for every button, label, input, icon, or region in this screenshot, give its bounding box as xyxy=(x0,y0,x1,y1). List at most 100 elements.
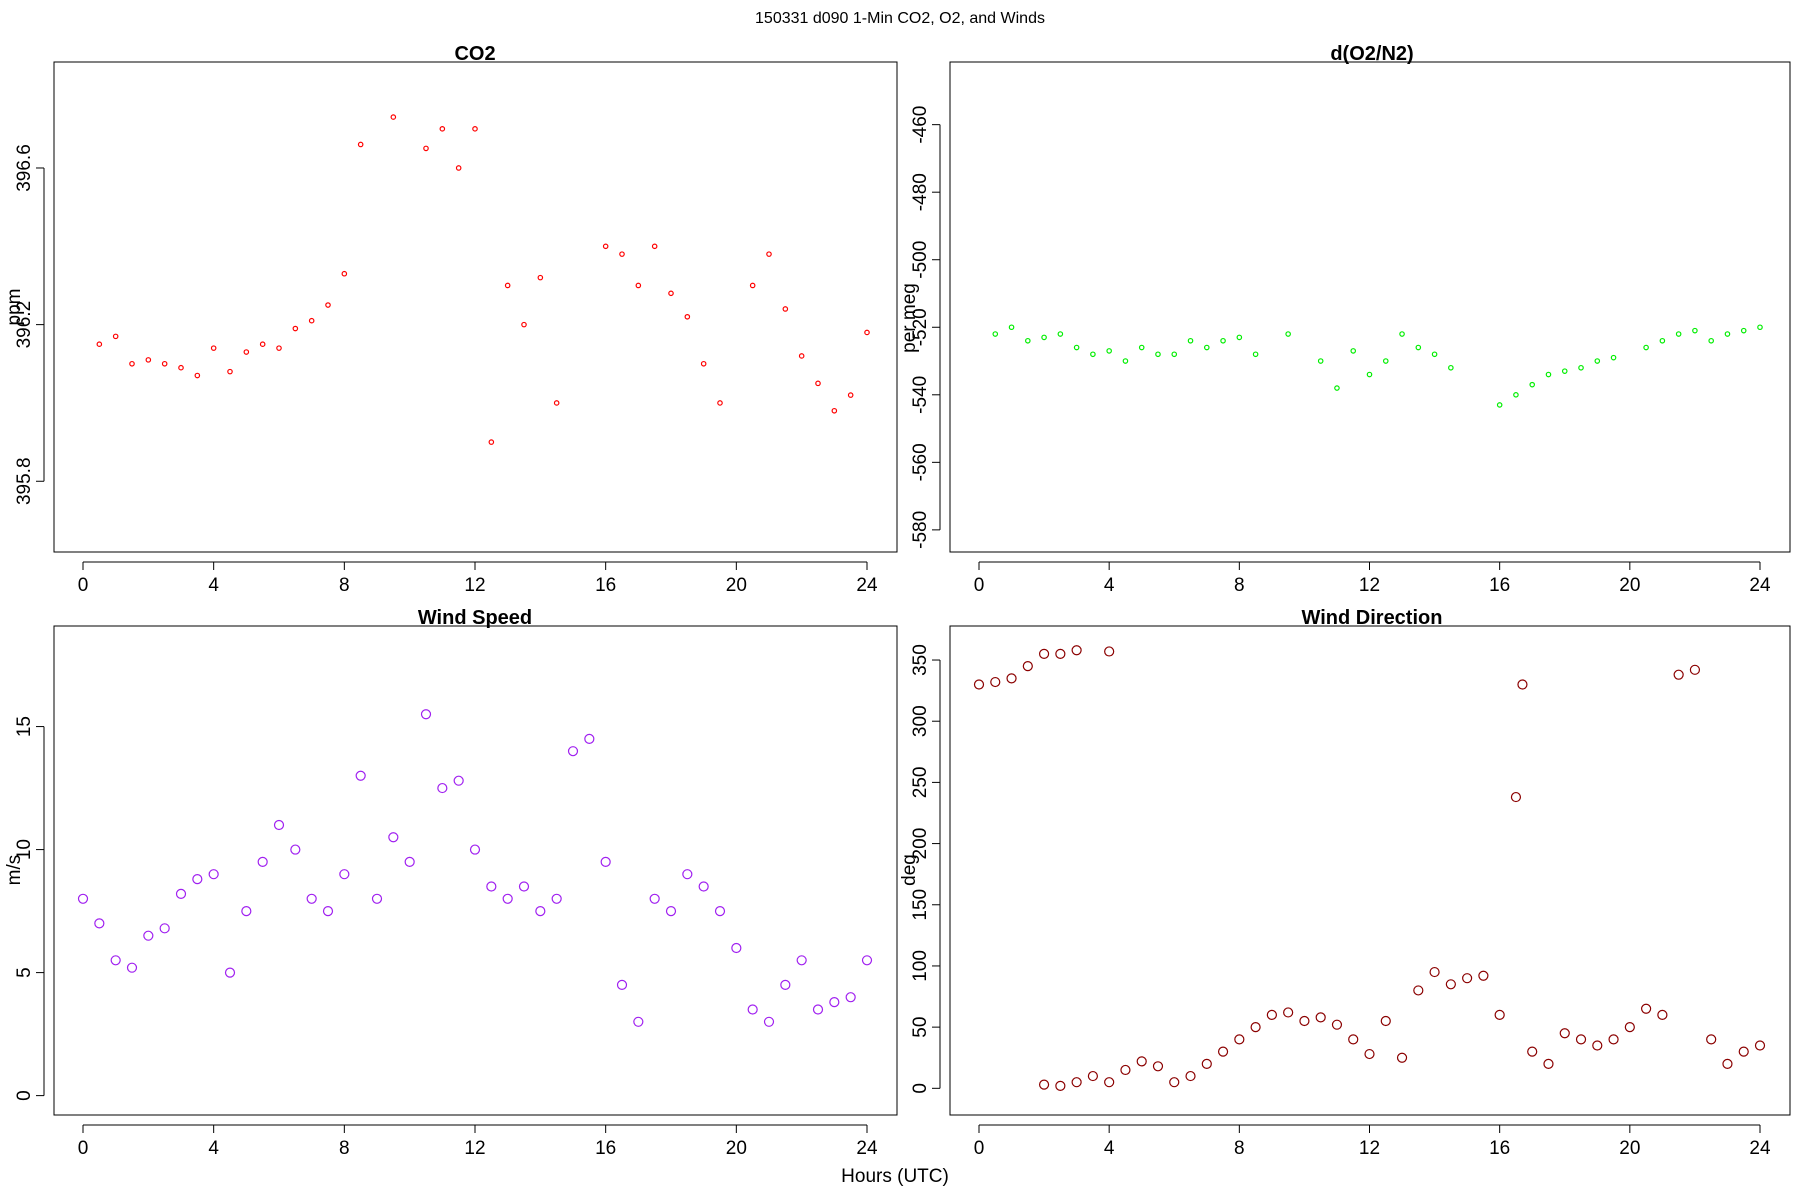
data-point xyxy=(518,881,530,892)
data-point xyxy=(1641,1003,1652,1014)
x-tick-label: 16 xyxy=(595,575,616,596)
data-point xyxy=(1561,368,1568,374)
plot-frame xyxy=(949,61,1791,553)
data-point xyxy=(243,349,250,355)
y-tick-label: 396.6 xyxy=(14,144,35,192)
y-tick-label: -480 xyxy=(910,173,931,211)
data-point xyxy=(698,881,709,892)
data-point xyxy=(1689,664,1701,675)
data-point xyxy=(1057,331,1064,337)
data-point xyxy=(1236,334,1243,341)
plot-frame xyxy=(53,625,898,1116)
data-point xyxy=(619,251,625,257)
data-point xyxy=(1120,1064,1131,1076)
y-tick-label: -520 xyxy=(910,308,931,346)
panel-title: CO2 xyxy=(454,43,495,65)
data-point xyxy=(1104,646,1115,657)
data-point xyxy=(1610,354,1617,361)
data-point xyxy=(700,360,707,367)
data-point xyxy=(1071,1077,1082,1088)
data-point xyxy=(1187,337,1194,344)
data-point xyxy=(1171,351,1178,358)
data-point xyxy=(112,333,119,340)
data-point xyxy=(1724,331,1731,337)
data-point xyxy=(1055,648,1066,660)
data-point xyxy=(1594,358,1601,364)
data-point xyxy=(815,380,821,387)
data-point xyxy=(782,306,789,312)
data-point xyxy=(1608,1034,1619,1045)
data-point xyxy=(1415,344,1422,351)
data-point xyxy=(1510,791,1522,803)
y-tick-label: 15 xyxy=(14,716,35,737)
data-point xyxy=(1462,973,1473,984)
data-point xyxy=(845,992,856,1003)
x-tick-label: 16 xyxy=(595,1138,616,1159)
data-point xyxy=(276,345,282,351)
data-point xyxy=(1529,381,1536,388)
y-tick-label: -560 xyxy=(910,443,931,481)
y-axis-label: per meg xyxy=(899,283,920,353)
data-point xyxy=(584,733,595,744)
data-point xyxy=(322,905,334,917)
data-point xyxy=(224,967,236,978)
data-point xyxy=(1657,1009,1668,1020)
data-point xyxy=(682,869,693,880)
data-point xyxy=(1722,1058,1733,1069)
data-point xyxy=(766,251,772,257)
data-point xyxy=(178,364,184,371)
x-tick-label: 24 xyxy=(1749,1138,1771,1159)
data-point xyxy=(1545,371,1552,378)
data-point xyxy=(1757,324,1763,331)
data-point xyxy=(1299,1015,1310,1027)
data-point xyxy=(1331,1019,1343,1030)
y-tick-label: 0 xyxy=(910,1083,931,1094)
data-point xyxy=(1364,1048,1375,1060)
data-point xyxy=(635,282,642,289)
y-tick-label: 300 xyxy=(910,705,931,737)
data-point xyxy=(1527,1046,1538,1057)
data-point xyxy=(453,775,464,786)
x-tick-label: 4 xyxy=(1104,1138,1115,1159)
data-point xyxy=(1283,1007,1294,1018)
x-tick-label: 0 xyxy=(974,575,985,596)
data-point xyxy=(829,997,840,1008)
data-point xyxy=(553,400,560,406)
data-point xyxy=(1022,661,1033,672)
data-point xyxy=(1025,337,1031,344)
data-point xyxy=(404,856,415,867)
data-point xyxy=(1234,1034,1245,1045)
data-point xyxy=(1448,364,1454,371)
data-point xyxy=(1152,1061,1164,1072)
x-tick-label: 20 xyxy=(726,575,747,596)
data-point xyxy=(1203,344,1210,351)
data-point xyxy=(1543,1058,1554,1069)
x-tick-label: 0 xyxy=(78,575,89,596)
data-point xyxy=(1252,351,1259,358)
panel-4: Wind Direction deg 0 4 8 12 16 20 24 0 50 100 150 200… xyxy=(899,607,1791,1159)
data-point xyxy=(77,893,89,904)
data-point xyxy=(714,905,726,917)
data-point xyxy=(1055,1080,1066,1091)
data-point xyxy=(1706,1034,1717,1045)
x-tick-label: 4 xyxy=(208,575,219,596)
data-point xyxy=(259,341,266,348)
x-tick-label: 24 xyxy=(1749,575,1771,596)
data-point xyxy=(1334,385,1340,391)
data-point xyxy=(1429,966,1440,978)
y-axis-label: m/s xyxy=(4,855,25,886)
y-tick-label: 50 xyxy=(910,1017,931,1038)
y-tick-label: -540 xyxy=(910,376,931,414)
data-point xyxy=(159,923,170,934)
data-point xyxy=(665,905,677,917)
series-points xyxy=(96,114,870,445)
data-point xyxy=(437,782,448,794)
x-tick-label: 12 xyxy=(1359,575,1380,596)
data-point xyxy=(339,869,350,880)
x-tick-label: 24 xyxy=(856,575,878,596)
panel-3: Wind Speed m/s 0 4 8 12 16 20 24 0 5 10 15 xyxy=(4,607,898,1159)
data-point xyxy=(864,329,870,336)
data-point xyxy=(537,274,544,281)
data-point xyxy=(143,930,154,941)
data-point xyxy=(1220,337,1226,344)
